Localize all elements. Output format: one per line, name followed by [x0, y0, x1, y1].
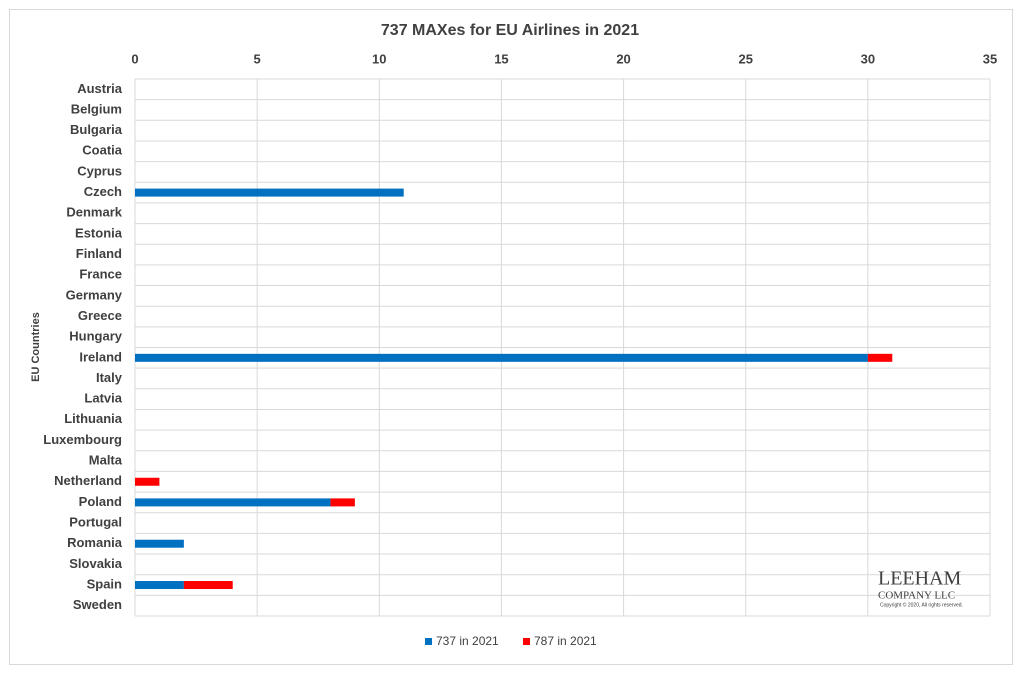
- y-tick-label: Romania: [67, 535, 123, 550]
- x-tick-label: 30: [861, 51, 875, 66]
- y-tick-label: Latvia: [84, 391, 122, 406]
- y-tick-label: Poland: [79, 494, 122, 509]
- y-tick-label: Germany: [66, 287, 123, 302]
- y-tick-label: Belgium: [71, 101, 122, 116]
- y-tick-label: Malta: [89, 453, 123, 468]
- x-tick-label: 5: [254, 51, 261, 66]
- y-tick-label: Portugal: [69, 514, 122, 529]
- legend-swatch: [523, 638, 530, 645]
- chart-title: 737 MAXes for EU Airlines in 2021: [381, 22, 639, 39]
- y-tick-label: Spain: [87, 576, 122, 591]
- bar: [135, 539, 184, 548]
- y-tick-label: Luxembourg: [43, 432, 122, 447]
- legend-label: 787 in 2021: [534, 634, 597, 648]
- y-tick-label: Greece: [78, 308, 122, 323]
- y-axis-label: EU Countries: [30, 312, 42, 382]
- chart-border: [9, 9, 1013, 665]
- bar: [330, 498, 355, 507]
- legend-label: 737 in 2021: [436, 634, 499, 648]
- x-tick-label: 35: [983, 51, 997, 66]
- x-tick-label: 25: [738, 51, 752, 66]
- y-tick-label: France: [79, 267, 122, 282]
- y-tick-label: Finland: [76, 246, 122, 261]
- logo-sub: COMPANY LLC: [878, 590, 955, 602]
- logo-copyright: Copyright © 2020, All rights reserved.: [880, 601, 963, 608]
- bar: [135, 498, 331, 507]
- bar: [135, 188, 404, 197]
- logo-name: LEEHAM: [878, 568, 962, 590]
- x-tick-label: 15: [494, 51, 508, 66]
- y-tick-label: Austria: [77, 81, 123, 96]
- y-tick-label: Estonia: [75, 225, 123, 240]
- x-tick-label: 10: [372, 51, 386, 66]
- y-tick-label: Sweden: [73, 597, 122, 612]
- bar: [135, 353, 868, 362]
- legend-swatch: [425, 638, 432, 645]
- y-tick-label: Coatia: [82, 143, 123, 158]
- x-tick-label: 0: [131, 51, 138, 66]
- y-tick-label: Italy: [96, 370, 123, 385]
- logo: LEEHAM COMPANY LLC Copyright © 2020, All…: [878, 568, 963, 609]
- y-tick-label: Netherland: [54, 473, 122, 488]
- y-tick-label: Bulgaria: [70, 122, 123, 137]
- y-tick-label: Lithuania: [64, 411, 123, 426]
- x-tick-label: 20: [616, 51, 630, 66]
- bar: [183, 581, 233, 590]
- y-tick-label: Slovakia: [69, 556, 123, 571]
- y-tick-label: Denmark: [66, 205, 122, 220]
- bar: [135, 581, 184, 590]
- y-tick-label: Ireland: [79, 349, 122, 364]
- y-tick-label: Cyprus: [77, 163, 122, 178]
- bar: [867, 353, 893, 362]
- y-tick-label: Hungary: [69, 329, 123, 344]
- y-tick-label: Czech: [84, 184, 122, 199]
- bar: [135, 477, 160, 486]
